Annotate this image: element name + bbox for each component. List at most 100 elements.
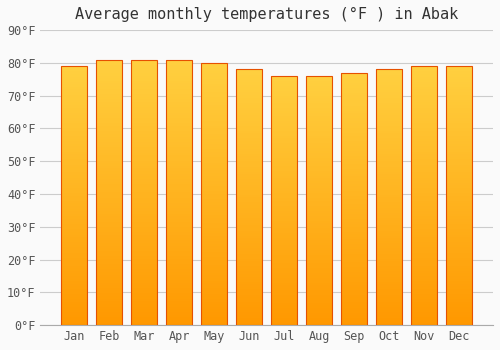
Bar xyxy=(131,224,157,227)
Bar xyxy=(446,110,472,113)
Bar xyxy=(411,118,438,120)
Bar xyxy=(306,171,332,173)
Bar xyxy=(306,213,332,216)
Bar xyxy=(201,155,228,157)
Bar xyxy=(306,188,332,191)
Bar xyxy=(201,118,228,121)
Bar xyxy=(61,222,87,224)
Bar xyxy=(201,296,228,299)
Bar xyxy=(341,136,367,138)
Bar xyxy=(376,154,402,156)
Bar xyxy=(271,148,297,151)
Bar xyxy=(131,174,157,176)
Bar xyxy=(166,70,192,73)
Bar xyxy=(236,223,262,225)
Bar xyxy=(446,141,472,144)
Bar xyxy=(411,310,438,312)
Bar xyxy=(131,304,157,307)
Bar xyxy=(341,159,367,161)
Bar xyxy=(271,106,297,108)
Bar xyxy=(271,123,297,126)
Bar xyxy=(271,288,297,290)
Bar xyxy=(446,206,472,209)
Bar xyxy=(411,90,438,92)
Bar xyxy=(131,126,157,129)
Bar xyxy=(131,290,157,293)
Bar xyxy=(306,231,332,233)
Bar xyxy=(376,213,402,215)
Bar xyxy=(446,131,472,133)
Bar xyxy=(96,309,122,312)
Bar xyxy=(306,238,332,240)
Bar xyxy=(271,101,297,103)
Bar xyxy=(61,240,87,242)
Bar xyxy=(411,128,438,131)
Bar xyxy=(236,241,262,243)
Bar xyxy=(131,166,157,168)
Bar xyxy=(166,248,192,251)
Bar xyxy=(131,214,157,216)
Bar xyxy=(96,129,122,131)
Bar xyxy=(166,94,192,97)
Bar xyxy=(166,195,192,198)
Bar xyxy=(166,60,192,325)
Bar xyxy=(446,103,472,105)
Bar xyxy=(411,281,438,284)
Bar xyxy=(61,175,87,177)
Bar xyxy=(166,99,192,102)
Bar xyxy=(201,231,228,233)
Bar xyxy=(61,66,87,325)
Bar xyxy=(271,138,297,141)
Bar xyxy=(376,294,402,297)
Bar xyxy=(376,100,402,103)
Bar xyxy=(271,118,297,121)
Bar xyxy=(411,190,438,193)
Bar xyxy=(271,86,297,89)
Bar xyxy=(446,317,472,320)
Bar xyxy=(236,128,262,131)
Bar xyxy=(131,168,157,171)
Bar xyxy=(166,158,192,161)
Bar xyxy=(236,213,262,215)
Bar xyxy=(446,255,472,258)
Bar xyxy=(376,85,402,88)
Bar xyxy=(411,103,438,105)
Bar xyxy=(236,195,262,197)
Bar xyxy=(166,227,192,230)
Bar xyxy=(376,95,402,98)
Bar xyxy=(131,134,157,136)
Bar xyxy=(96,270,122,272)
Bar xyxy=(446,268,472,271)
Bar xyxy=(411,315,438,317)
Bar xyxy=(271,313,297,315)
Bar xyxy=(341,280,367,282)
Bar xyxy=(306,78,332,81)
Bar xyxy=(236,98,262,100)
Bar xyxy=(411,307,438,310)
Bar xyxy=(376,75,402,77)
Bar xyxy=(61,118,87,120)
Bar xyxy=(341,169,367,171)
Bar xyxy=(341,179,367,181)
Bar xyxy=(61,177,87,180)
Bar xyxy=(96,275,122,278)
Bar xyxy=(96,126,122,129)
Bar xyxy=(376,236,402,238)
Bar xyxy=(131,176,157,179)
Bar xyxy=(446,74,472,77)
Bar xyxy=(61,123,87,126)
Title: Average monthly temperatures (°F ) in Abak: Average monthly temperatures (°F ) in Ab… xyxy=(75,7,458,22)
Bar xyxy=(376,139,402,141)
Bar xyxy=(96,84,122,86)
Bar xyxy=(411,120,438,123)
Bar xyxy=(411,139,438,141)
Bar xyxy=(411,304,438,307)
Bar xyxy=(166,89,192,91)
Bar xyxy=(236,264,262,266)
Bar xyxy=(61,289,87,292)
Bar xyxy=(306,161,332,163)
Bar xyxy=(166,126,192,129)
Bar xyxy=(61,323,87,325)
Bar xyxy=(341,166,367,169)
Bar xyxy=(131,131,157,134)
